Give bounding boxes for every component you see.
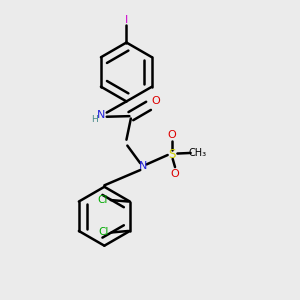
Text: Cl: Cl	[98, 195, 108, 205]
Text: O: O	[168, 130, 176, 140]
Text: O: O	[152, 96, 160, 106]
Text: N: N	[97, 110, 106, 120]
Text: N: N	[139, 161, 147, 171]
Text: CH₃: CH₃	[188, 148, 206, 158]
Text: S: S	[168, 148, 176, 161]
Text: H: H	[92, 115, 98, 124]
Text: O: O	[171, 169, 179, 179]
Text: Cl: Cl	[98, 227, 109, 237]
Text: I: I	[125, 15, 128, 26]
